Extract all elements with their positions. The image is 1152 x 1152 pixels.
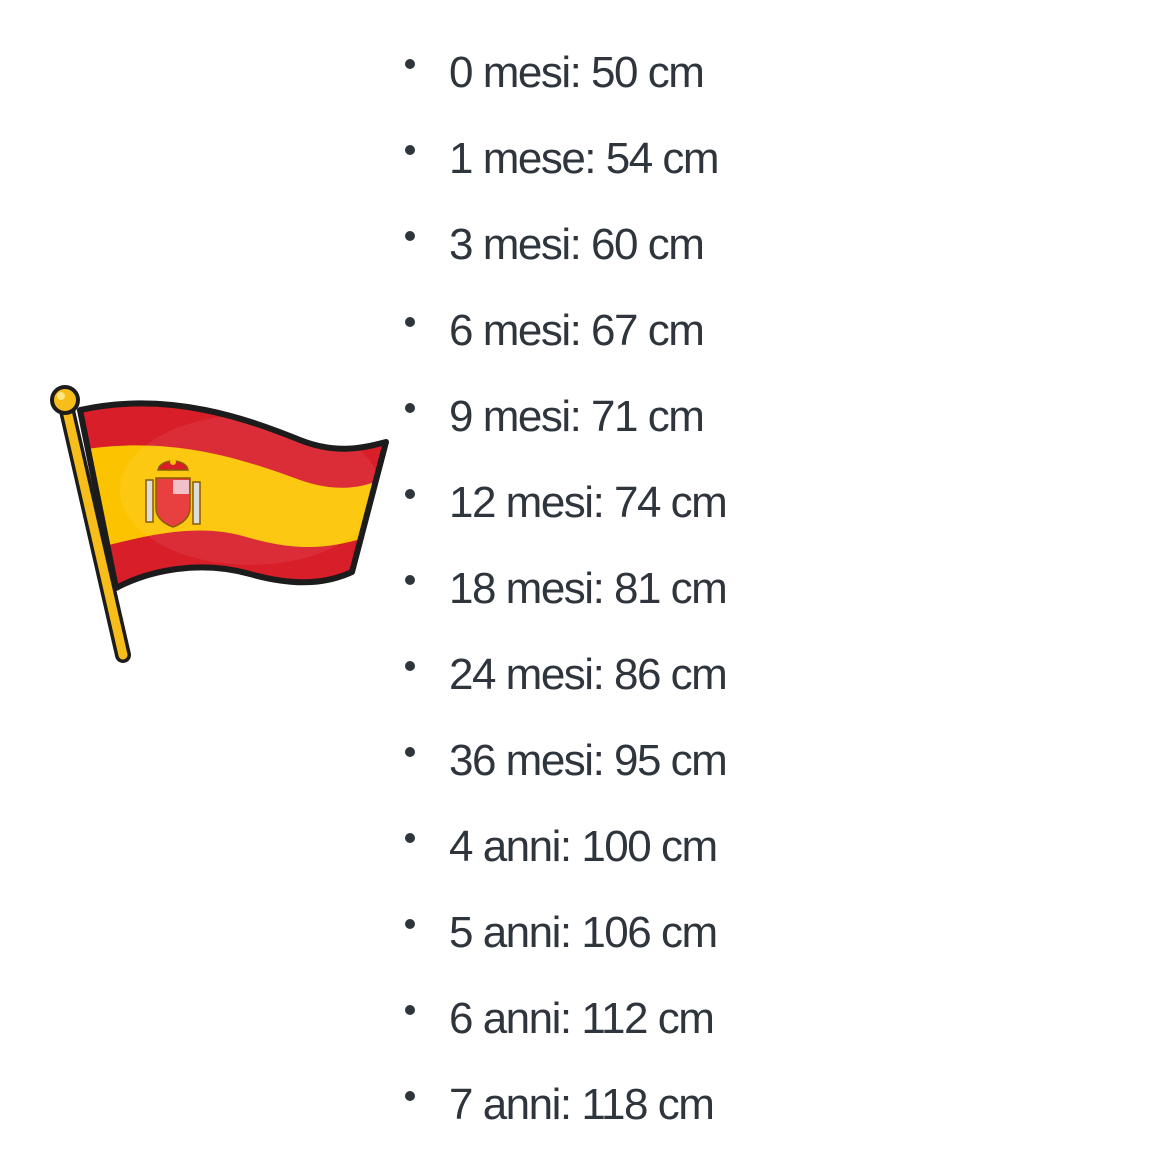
list-item: 6 anni: 112 cm [405,976,726,1062]
list-item-label: 6 mesi: 67 cm [449,306,705,355]
bullet-icon [405,403,415,413]
list-item-label: 24 mesi: 86 cm [449,650,728,699]
list-item-label: 7 anni: 118 cm [449,1080,715,1129]
list-item: 3 mesi: 60 cm [405,202,726,288]
flag-cloth [77,400,389,591]
list-item-label: 0 mesi: 50 cm [449,48,705,97]
list-item-label: 6 anni: 112 cm [449,994,715,1043]
list-item-label: 5 anni: 106 cm [449,908,718,957]
list-item: 6 mesi: 67 cm [405,288,726,374]
list-item: 7 anni: 118 cm [405,1062,726,1148]
bullet-icon [405,145,415,155]
list-item: 36 mesi: 95 cm [405,718,728,804]
list-item: 24 mesi: 86 cm [405,632,728,718]
list-item: 18 mesi: 81 cm [405,546,728,632]
height-list: 0 mesi: 50 cm 1 mese: 54 cm 3 mesi: 60 cm 6… [405,30,728,1148]
bullet-icon [405,747,415,757]
list-item-label: 3 mesi: 60 cm [449,220,705,269]
list-item-label: 12 mesi: 74 cm [449,478,728,527]
list-item: 4 anni: 100 cm [405,804,726,890]
list-item-label: 18 mesi: 81 cm [449,564,728,613]
list-item: 5 anni: 106 cm [405,890,726,976]
list-item: 12 mesi: 74 cm [405,460,728,546]
bullet-icon [405,661,415,671]
bullet-icon [405,59,415,69]
bullet-icon [405,1005,415,1015]
coat-of-arms-icon [145,459,201,528]
bullet-icon [405,231,415,241]
bullet-icon [405,575,415,585]
list-item-label: 36 mesi: 95 cm [449,736,728,785]
bullet-icon [405,919,415,929]
list-item-label: 4 anni: 100 cm [449,822,718,871]
bullet-icon [405,1091,415,1101]
list-item: 9 mesi: 71 cm [405,374,726,460]
list-item: 1 mese: 54 cm [405,116,726,202]
bullet-icon [405,833,415,843]
list-item-label: 1 mese: 54 cm [449,134,720,183]
bullet-icon [405,489,415,499]
list-item-label: 9 mesi: 71 cm [449,392,705,441]
list-item: 0 mesi: 50 cm [405,30,726,116]
bullet-icon [405,317,415,327]
flagpole [50,385,131,663]
